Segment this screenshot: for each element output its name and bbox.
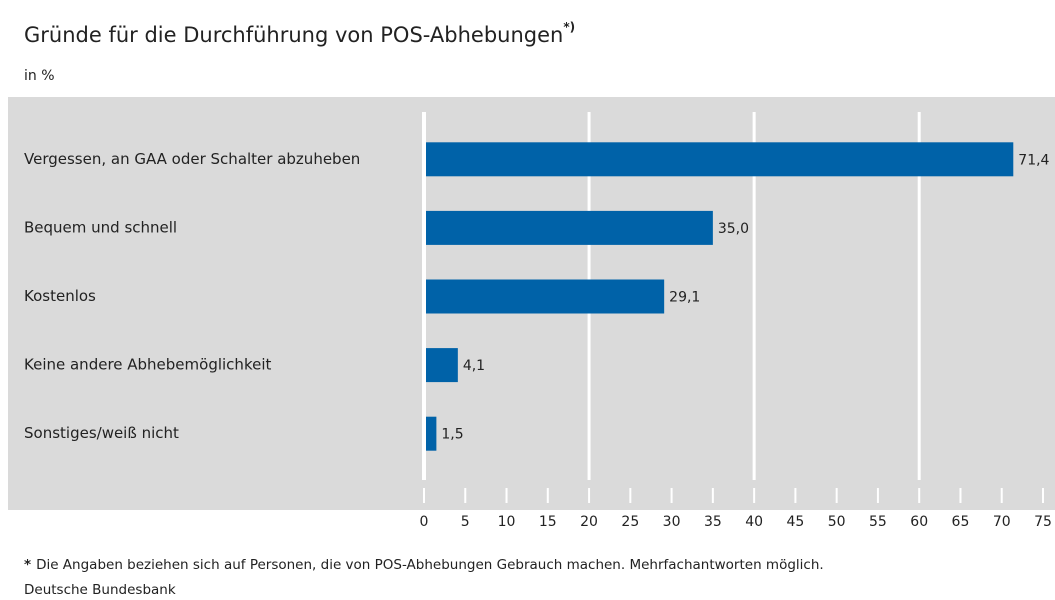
x-tick-label: 15 [539, 514, 557, 530]
x-tick-label: 55 [869, 514, 887, 530]
bar [426, 416, 437, 451]
footnote-text: Die Angaben beziehen sich auf Personen, … [36, 557, 824, 573]
x-tick-label: 60 [910, 514, 928, 530]
value-label: 71,4 [1018, 152, 1049, 168]
x-tick-label: 75 [1034, 514, 1052, 530]
value-label: 4,1 [463, 358, 485, 374]
x-tick-label: 65 [952, 514, 970, 530]
title-note: *) [563, 20, 575, 34]
x-tick-label: 50 [828, 514, 846, 530]
value-label: 35,0 [718, 221, 749, 237]
y-tick-label: Kostenlos [24, 287, 96, 305]
value-label: 1,5 [441, 427, 463, 443]
bar [426, 348, 458, 383]
x-tick-label: 10 [498, 514, 516, 530]
y-tick-label: Sonstiges/weiß nicht [24, 424, 179, 442]
value-label: 29,1 [669, 290, 700, 306]
x-tick-label: 45 [786, 514, 804, 530]
x-tick-label: 30 [663, 514, 681, 530]
x-tick-label: 25 [621, 514, 639, 530]
x-tick-label: 5 [461, 514, 470, 530]
bar [426, 279, 665, 314]
x-tick-label: 35 [704, 514, 722, 530]
footnote-marker: * [24, 557, 31, 573]
footnote: * Die Angaben beziehen sich auf Personen,… [24, 557, 824, 573]
y-tick-label: Bequem und schnell [24, 218, 177, 236]
y-tick-label: Vergessen, an GAA oder Schalter abzuhebe… [24, 150, 360, 168]
x-tick-label: 0 [420, 514, 429, 530]
x-tick-label: 70 [993, 514, 1011, 530]
y-tick-label: Keine andere Abhebemöglichkeit [24, 356, 271, 374]
bar [426, 142, 1014, 177]
bar [426, 210, 713, 245]
x-tick-label: 20 [580, 514, 598, 530]
chart-title: Gründe für die Durchführung von POS-Abhe… [24, 20, 575, 48]
x-tick-label: 40 [745, 514, 763, 530]
title-text: Gründe für die Durchführung von POS-Abhe… [24, 23, 563, 47]
source: Deutsche Bundesbank [24, 582, 176, 598]
subtitle: in % [24, 68, 55, 84]
